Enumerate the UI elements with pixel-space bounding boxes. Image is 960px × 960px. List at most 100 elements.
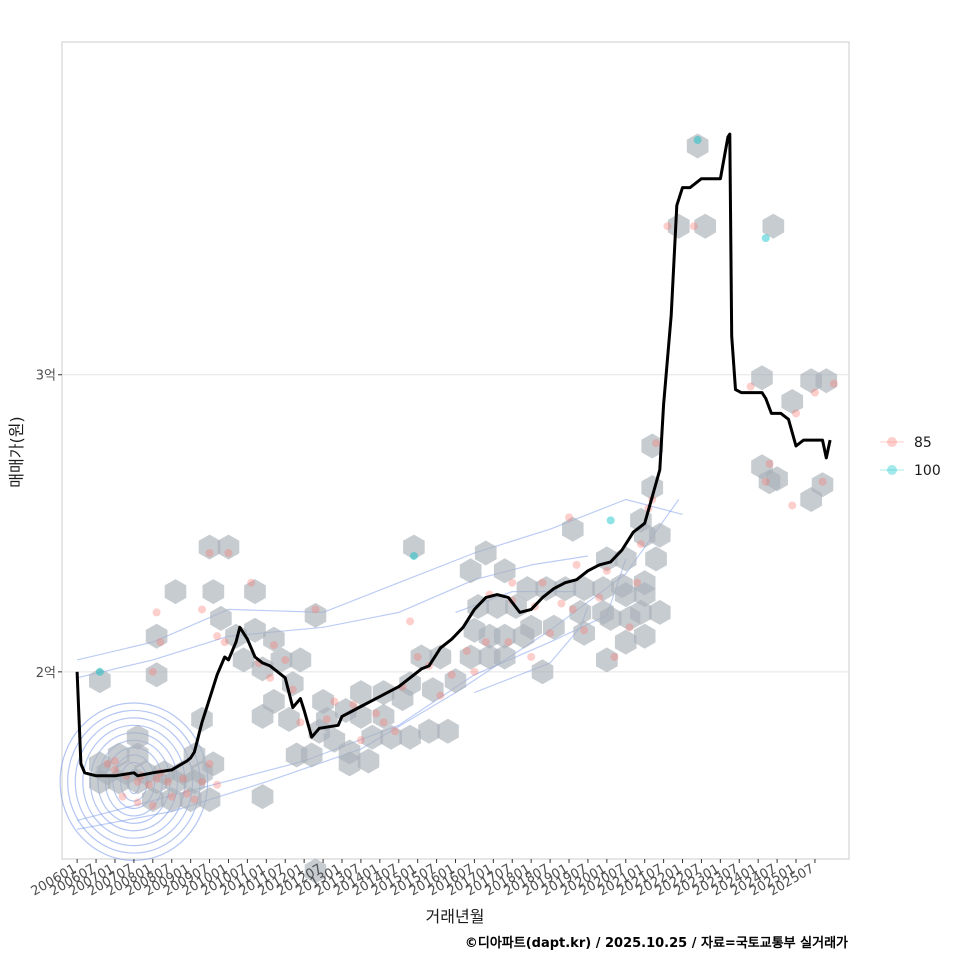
point-85 — [133, 798, 142, 807]
point-100 — [761, 234, 770, 243]
hexbin-cell — [217, 534, 240, 560]
hexbin-cell — [251, 703, 274, 729]
point-85 — [224, 548, 233, 557]
point-85 — [311, 605, 320, 614]
hexbin-cell — [596, 647, 618, 673]
point-85 — [568, 605, 577, 614]
point-85 — [190, 795, 199, 804]
hexbin-cell — [474, 540, 497, 566]
hexbin-cell — [641, 433, 664, 459]
hexbin-cell — [429, 644, 452, 670]
point-85 — [580, 626, 589, 635]
point-85 — [625, 623, 634, 632]
point-85 — [663, 222, 672, 231]
hexbin-cell — [573, 620, 595, 646]
point-85 — [470, 667, 479, 676]
x-axis: 2006012006072007012007072008012008072009… — [29, 859, 817, 899]
point-85 — [213, 632, 222, 641]
legend-key-100 — [887, 465, 897, 475]
point-100 — [409, 551, 418, 560]
point-85 — [145, 780, 154, 789]
point-85 — [152, 608, 161, 617]
hexbin-cell — [289, 647, 312, 673]
hexbin-cell — [422, 677, 444, 703]
point-85 — [610, 652, 619, 661]
hexbin-cell — [107, 742, 130, 768]
hexbin-cell — [323, 727, 346, 753]
hexbin-cell — [126, 742, 149, 768]
y-tick-label: 2억 — [36, 666, 56, 681]
x-axis-title: 거래년월 — [426, 907, 485, 926]
hexbin-cell — [270, 647, 293, 673]
legend: 85 100 — [880, 435, 941, 479]
point-85 — [761, 477, 770, 486]
point-85 — [413, 652, 422, 661]
hexbin-cell — [198, 534, 221, 560]
point-85 — [110, 756, 119, 765]
point-85 — [565, 513, 574, 522]
point-85 — [182, 789, 191, 798]
hexbin-cell — [686, 133, 709, 159]
point-85 — [602, 566, 611, 575]
hexbin-cell — [543, 614, 565, 640]
hexbin-cell — [210, 605, 232, 631]
point-85 — [390, 727, 399, 736]
hexbin-cell — [164, 579, 187, 605]
y-axis-title: 매매가(원) — [7, 416, 26, 487]
hexbin-cell — [633, 582, 656, 608]
hexbin-cell — [811, 472, 834, 498]
point-85 — [372, 709, 381, 718]
point-85 — [148, 667, 157, 676]
hexbin-cell — [459, 558, 482, 584]
point-85 — [810, 388, 819, 397]
point-85 — [572, 560, 581, 569]
point-85 — [546, 629, 555, 638]
hexbin-cell — [493, 558, 516, 584]
point-85 — [213, 780, 222, 789]
hexbin-cell — [96, 760, 119, 786]
point-85 — [746, 382, 755, 391]
point-85 — [296, 718, 305, 727]
point-85 — [220, 638, 229, 647]
hexbin-cell — [372, 703, 395, 729]
density-contour — [76, 555, 588, 679]
hexbin-cell — [198, 787, 221, 813]
hexbin-cell — [493, 644, 516, 670]
hexbin-cell — [649, 522, 671, 548]
hexbin-cell — [89, 668, 111, 694]
point-85 — [818, 477, 827, 486]
hexbin-cell — [645, 546, 667, 572]
point-85 — [447, 670, 456, 679]
point-85 — [436, 691, 445, 700]
point-85 — [406, 617, 415, 626]
point-85 — [633, 578, 642, 587]
point-85 — [205, 548, 214, 557]
point-85 — [595, 593, 604, 602]
point-85 — [110, 765, 119, 774]
hexbin-cell — [304, 858, 327, 884]
point-100 — [95, 667, 104, 676]
point-85 — [765, 459, 774, 468]
hexbin-cell — [751, 365, 773, 391]
hexbin-cell — [766, 466, 788, 492]
point-85 — [197, 605, 206, 614]
hexbin-cell — [300, 742, 323, 768]
hexbin-cell — [633, 623, 656, 649]
point-85 — [269, 641, 278, 650]
trend-line-layer — [75, 132, 832, 778]
point-85 — [156, 638, 165, 647]
point-100 — [693, 136, 702, 145]
hexbin-cell — [592, 576, 614, 602]
point-85 — [281, 655, 290, 664]
hexbin-cell — [535, 576, 558, 602]
hexbin-cell — [153, 760, 175, 786]
hexbin-cell — [183, 742, 206, 768]
point-85 — [148, 801, 157, 810]
hexbin-cell — [418, 718, 440, 744]
hexbin-cell — [667, 213, 690, 239]
hexbin-cell — [516, 576, 539, 602]
point-85 — [103, 759, 112, 768]
point-100 — [606, 516, 615, 525]
legend-key-85 — [887, 437, 897, 447]
